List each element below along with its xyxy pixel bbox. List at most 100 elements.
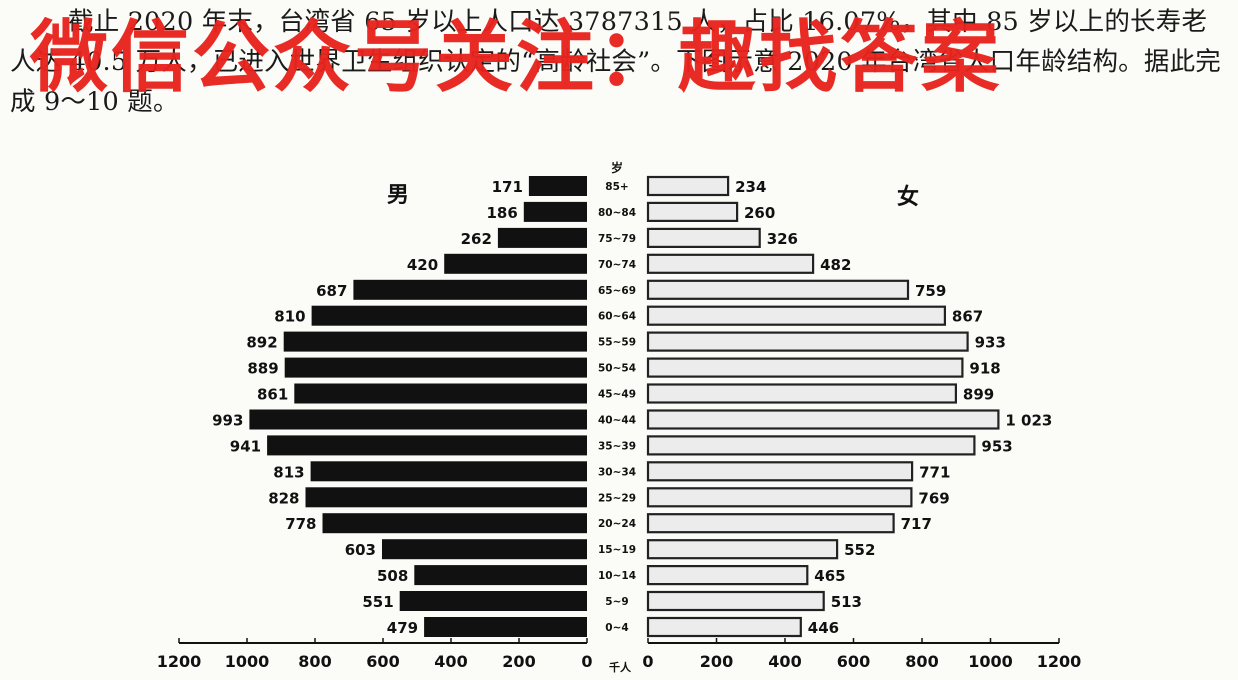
male-bar	[322, 513, 587, 534]
male-series-label: 男	[387, 183, 409, 208]
female-value-label: 465	[814, 567, 845, 585]
female-bar	[646, 513, 895, 534]
male-value-label: 828	[268, 489, 299, 507]
male-bar	[497, 227, 587, 248]
male-bar	[283, 331, 587, 352]
male-bar	[399, 591, 587, 611]
female-bar	[646, 564, 809, 586]
age-group-label: 75~79	[598, 233, 636, 245]
female-bar	[646, 539, 839, 560]
female-x-tick-label: 600	[837, 652, 870, 671]
female-value-label: 759	[915, 282, 946, 300]
female-bar	[646, 227, 761, 248]
male-value-label: 993	[212, 412, 243, 430]
male-bar	[284, 357, 587, 378]
male-bar	[310, 461, 587, 482]
female-series-label: 女	[897, 184, 919, 210]
male-bar	[382, 539, 587, 560]
age-group-label: 80~84	[598, 207, 636, 219]
age-group-label: 0~4	[605, 622, 628, 634]
female-bar	[646, 279, 910, 300]
male-value-label: 810	[274, 308, 305, 326]
male-value-label: 508	[377, 567, 408, 585]
male-value-label: 889	[247, 360, 278, 378]
male-bar	[444, 253, 587, 274]
male-bar	[305, 487, 587, 508]
male-value-label: 171	[492, 178, 523, 196]
male-value-label: 861	[257, 386, 288, 404]
female-value-label: 771	[919, 463, 950, 481]
male-value-label: 262	[461, 230, 492, 248]
female-bar	[646, 201, 739, 222]
age-group-label: 40~44	[598, 415, 636, 427]
male-x-tick-label: 0	[581, 652, 592, 671]
female-bar	[646, 461, 914, 482]
female-x-tick-label: 200	[700, 652, 733, 671]
female-x-tick-label: 1200	[1037, 652, 1082, 671]
female-value-label: 513	[831, 593, 862, 611]
female-bar	[646, 253, 815, 274]
female-x-tick-label: 400	[768, 652, 801, 671]
male-value-label: 941	[230, 437, 261, 455]
female-value-label: 552	[844, 541, 875, 559]
male-bar	[311, 305, 587, 326]
age-group-label: 60~64	[598, 311, 636, 323]
female-value-label: 933	[975, 334, 1006, 352]
male-value-label: 420	[407, 256, 438, 274]
female-value-label: 326	[767, 230, 798, 248]
male-x-tick-label: 400	[434, 652, 467, 671]
female-bar	[646, 590, 825, 612]
age-group-label: 30~34	[598, 466, 636, 478]
male-value-label: 892	[246, 334, 277, 352]
female-value-label: 953	[981, 437, 1012, 455]
female-bar	[646, 409, 1000, 430]
female-bar	[646, 383, 957, 404]
female-value-label: 482	[820, 256, 851, 274]
age-group-label: 85+	[605, 181, 628, 193]
age-group-label: 70~74	[598, 259, 636, 271]
male-value-label: 479	[387, 619, 418, 637]
age-group-label: 25~29	[598, 492, 636, 504]
female-value-label: 918	[969, 360, 1000, 378]
male-x-tick-label: 1200	[157, 652, 202, 671]
female-value-label: 234	[735, 178, 766, 196]
unit-label: 千人	[609, 660, 632, 674]
male-value-label: 551	[362, 593, 393, 611]
age-group-label: 20~24	[598, 518, 636, 530]
male-value-label: 603	[345, 541, 376, 559]
female-value-label: 1 023	[1005, 412, 1052, 430]
female-value-label: 867	[952, 308, 983, 326]
male-bar	[267, 435, 587, 456]
female-x-tick-label: 800	[905, 652, 938, 671]
age-group-label: 45~49	[598, 389, 636, 401]
age-group-label: 35~39	[598, 440, 636, 452]
female-value-label: 260	[744, 204, 775, 222]
male-bar	[414, 565, 587, 586]
question-passage: 截止 2020 年末，台湾省 65 岁以上人口达 3787315 人，占比 16…	[10, 7, 1221, 117]
male-bar	[528, 176, 587, 196]
male-value-label: 778	[285, 515, 316, 533]
female-bar	[646, 487, 913, 508]
female-bar	[646, 435, 976, 456]
male-bar	[424, 617, 587, 637]
male-x-tick-label: 1000	[225, 652, 270, 671]
male-bar	[353, 279, 587, 300]
male-value-label: 186	[486, 204, 517, 222]
age-group-label: 50~54	[598, 363, 636, 375]
age-group-label: 15~19	[598, 544, 636, 556]
female-bar	[646, 305, 946, 326]
male-value-label: 813	[273, 463, 304, 481]
age-axis-title: 岁	[611, 160, 623, 175]
female-bar	[646, 175, 730, 197]
female-value-label: 769	[918, 489, 949, 507]
age-group-label: 65~69	[598, 285, 636, 297]
age-group-label: 5~9	[605, 596, 628, 608]
female-x-tick-label: 1000	[968, 652, 1013, 671]
female-value-label: 446	[808, 619, 839, 637]
male-x-tick-label: 800	[298, 652, 331, 671]
female-bar	[646, 357, 964, 378]
male-x-tick-label: 600	[366, 652, 399, 671]
male-bar	[249, 409, 587, 430]
female-x-tick-label: 0	[642, 652, 653, 671]
